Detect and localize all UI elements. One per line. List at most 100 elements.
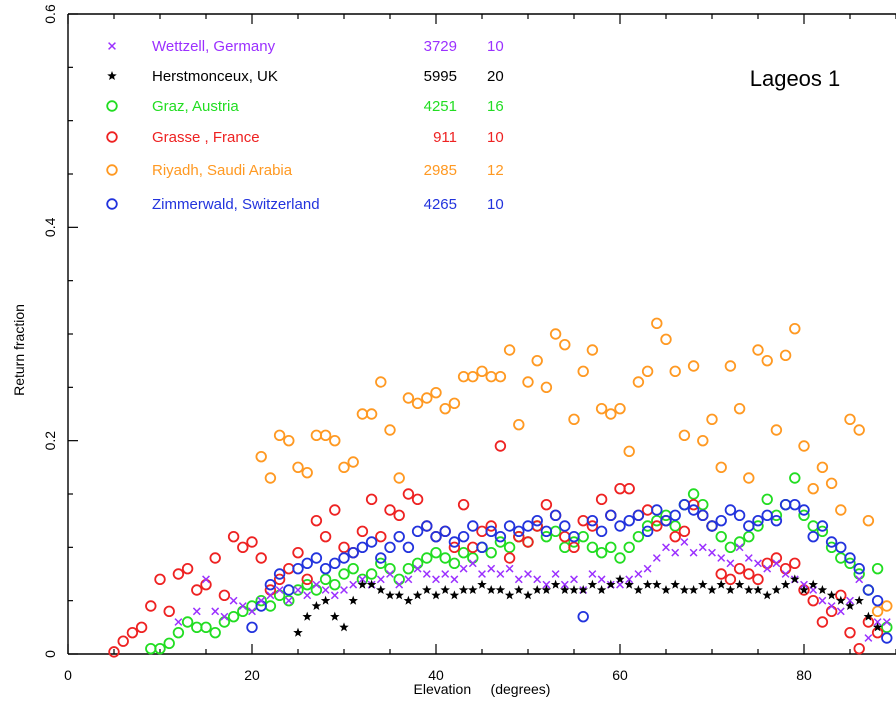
data-point — [597, 575, 606, 584]
legend-value-b: 10 — [487, 196, 504, 213]
data-point — [402, 392, 415, 404]
data-point — [816, 616, 829, 628]
data-point — [724, 504, 737, 516]
data-point — [402, 562, 415, 575]
data-point — [752, 514, 764, 527]
series-group — [246, 498, 893, 644]
data-point — [347, 546, 359, 559]
data-point — [733, 562, 746, 575]
data-point — [733, 402, 746, 415]
data-point — [669, 530, 681, 543]
series-group — [293, 574, 883, 637]
data-point — [513, 530, 525, 543]
data-point — [715, 514, 727, 527]
data-point — [678, 498, 691, 511]
data-point — [273, 568, 286, 580]
data-point — [770, 424, 783, 436]
data-point — [338, 541, 350, 554]
data-point — [319, 562, 332, 575]
data-point — [568, 536, 580, 548]
data-point — [495, 585, 506, 595]
data-point — [540, 498, 553, 511]
data-point — [807, 530, 819, 543]
data-point — [660, 333, 672, 346]
data-point — [375, 552, 387, 564]
data-point — [202, 575, 210, 584]
data-point — [503, 541, 516, 554]
data-point — [293, 627, 303, 637]
data-point — [800, 580, 808, 589]
legend-name: Herstmonceux, UK — [152, 68, 278, 85]
data-point — [743, 472, 755, 484]
data-point — [356, 541, 369, 554]
legend-name: Riyadh, Saudi Arabia — [152, 162, 293, 179]
data-point — [496, 570, 505, 578]
x-axis-label: Elevation (degrees) — [414, 681, 551, 697]
data-point — [513, 525, 525, 538]
data-point — [376, 585, 386, 595]
data-point — [394, 590, 404, 600]
data-point — [588, 570, 597, 578]
data-point — [421, 552, 433, 564]
legend-marker — [108, 42, 116, 50]
data-point — [808, 579, 818, 589]
data-point — [816, 520, 829, 532]
data-point — [522, 376, 534, 388]
data-point — [421, 520, 433, 532]
data-point — [395, 580, 404, 589]
data-point — [817, 585, 828, 595]
data-point — [679, 585, 690, 595]
data-point — [200, 621, 212, 634]
data-point — [365, 408, 378, 420]
legend-value-b: 12 — [487, 162, 504, 179]
data-point — [348, 595, 358, 605]
data-point — [606, 579, 616, 589]
data-point — [264, 578, 277, 591]
data-point — [807, 594, 819, 607]
data-point — [292, 461, 304, 474]
data-point — [485, 520, 497, 532]
data-point — [386, 570, 394, 578]
data-point — [248, 607, 256, 616]
data-point — [632, 530, 645, 543]
data-point — [744, 585, 754, 595]
data-point — [468, 559, 477, 568]
data-point — [625, 575, 634, 584]
data-point — [505, 564, 514, 573]
legend-name: Wettzell, Germany — [152, 38, 276, 55]
data-point — [678, 429, 691, 442]
data-point — [724, 541, 737, 554]
data-point — [319, 530, 332, 543]
data-point — [477, 579, 487, 589]
data-point — [707, 585, 717, 595]
data-point — [487, 564, 496, 573]
data-point — [872, 622, 883, 632]
data-point — [623, 445, 635, 458]
data-point — [845, 601, 855, 611]
data-point — [514, 585, 524, 595]
data-point — [642, 579, 653, 589]
data-point — [375, 557, 387, 570]
data-point — [605, 509, 617, 522]
data-point — [330, 591, 339, 600]
data-point — [524, 570, 532, 578]
data-point — [494, 530, 507, 543]
data-point — [798, 440, 810, 452]
data-point — [450, 575, 459, 584]
y-axis-label: Return fraction — [11, 304, 27, 396]
data-point — [568, 530, 580, 543]
data-point — [578, 585, 588, 595]
data-point — [724, 360, 737, 372]
data-point — [827, 602, 836, 610]
data-point — [596, 585, 607, 595]
data-point — [862, 584, 875, 596]
series-layer — [108, 317, 893, 658]
data-point — [586, 514, 599, 527]
data-point — [781, 570, 790, 578]
data-point — [871, 605, 884, 618]
data-point — [330, 611, 340, 621]
data-point — [266, 591, 275, 600]
data-point — [623, 541, 635, 554]
data-point — [163, 605, 175, 618]
